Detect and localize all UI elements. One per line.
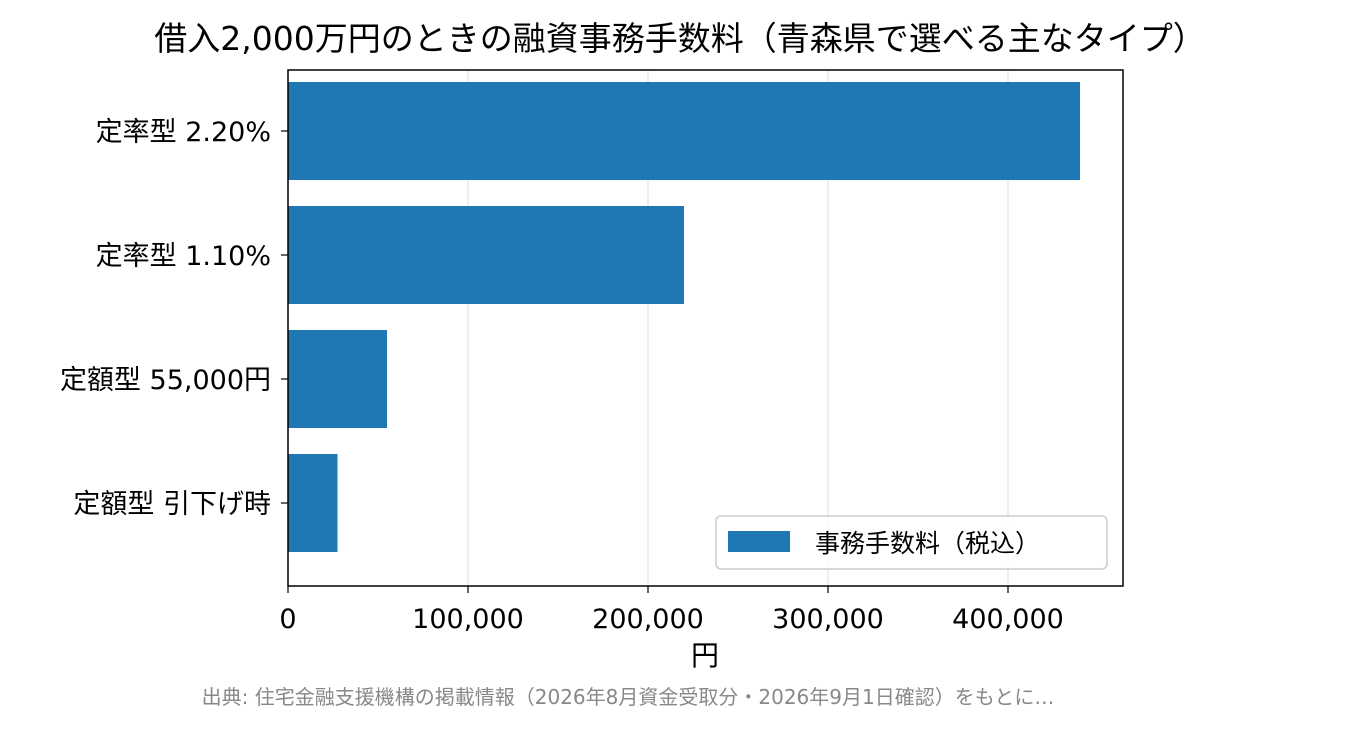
bar: [288, 82, 1080, 180]
chart-title: 借入2,000万円のときの融資事務手数料（青森県で選べる主なタイプ）: [154, 19, 1205, 58]
y-tick-label: 定率型 2.20%: [96, 117, 271, 148]
legend-swatch: [728, 531, 790, 552]
x-tick-label: 300,000: [772, 604, 884, 635]
plot-frame: [287, 69, 1124, 587]
x-axis: 0 100,000 200,000 300,000 400,000: [279, 586, 1064, 635]
x-tick-label: 400,000: [952, 604, 1064, 635]
legend: 事務手数料（税込）: [715, 515, 1108, 570]
legend-box: [715, 515, 1108, 570]
x-tick-label: 100,000: [412, 604, 524, 635]
y-tick-label: 定率型 1.10%: [96, 241, 271, 272]
legend-label: 事務手数料（税込）: [815, 529, 1040, 558]
x-axis-label: 円: [691, 639, 719, 672]
y-tick-label: 定額型 55,000円: [60, 365, 271, 396]
source-footnote: 出典: 住宅金融支援機構の掲載情報（2026年8月資金受取分・2026年9月1日…: [202, 685, 1055, 709]
x-tick-label: 0: [279, 604, 296, 635]
bars: [288, 82, 1080, 552]
x-tick-label: 200,000: [592, 604, 704, 635]
bar: [288, 206, 684, 304]
y-tick-label: 定額型 引下げ時: [73, 489, 271, 520]
bar: [288, 454, 338, 552]
bar: [288, 330, 387, 428]
